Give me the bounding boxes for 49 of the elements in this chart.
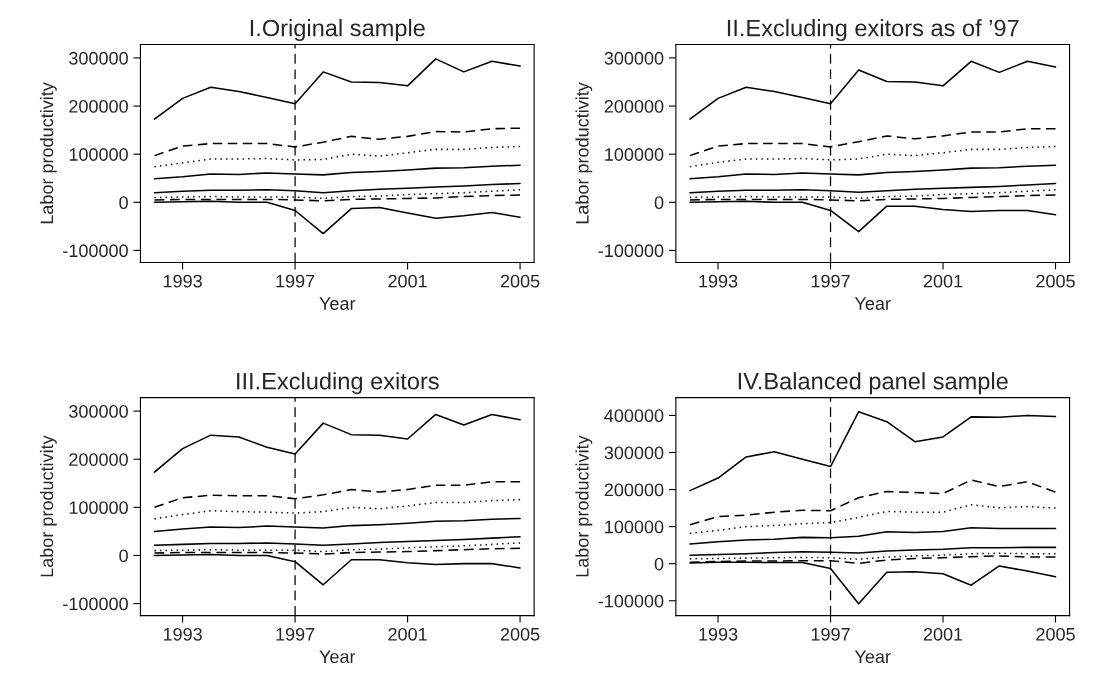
x-axis-title: Year <box>319 297 356 310</box>
y-tick-label: 100000 <box>605 148 664 161</box>
y-tick-label: 0 <box>654 196 664 210</box>
y-axis-title: Labor productivity <box>575 82 593 224</box>
chart-title: II.Excluding exitors as of ’97 <box>727 19 1019 42</box>
y-axis-title: Labor productivity <box>575 435 593 577</box>
y-tick-label: 0 <box>119 196 128 210</box>
chart-title: I.Original sample <box>250 19 425 42</box>
x-axis-title: Year <box>319 650 356 664</box>
y-tick-label: 300000 <box>604 51 664 65</box>
y-tick-label: -100000 <box>598 244 664 258</box>
x-axis-title: Year <box>854 650 891 664</box>
y-tick-label: 100000 <box>69 501 128 515</box>
y-tick-label: 200000 <box>604 483 664 497</box>
y-tick-label: 100000 <box>69 148 128 161</box>
x-tick-label: 1993 <box>699 274 738 288</box>
y-axis-title: Labor productivity <box>39 435 57 577</box>
x-tick-label: 1997 <box>811 274 850 288</box>
x-tick-label: 2005 <box>1036 627 1075 641</box>
x-tick-label: 2001 <box>923 627 963 641</box>
y-tick-label: 300000 <box>69 405 128 418</box>
x-tick-label: 2001 <box>388 274 427 288</box>
x-tick-label: 1993 <box>699 627 738 641</box>
y-tick-label: -100000 <box>63 597 128 611</box>
y-tick-label: 200000 <box>604 99 664 113</box>
x-tick-label: 1997 <box>276 274 315 288</box>
y-tick-label: 0 <box>654 557 664 571</box>
y-tick-label: 400000 <box>604 409 664 423</box>
y-tick-label: 100000 <box>605 520 664 534</box>
x-tick-label: 2001 <box>923 274 963 288</box>
y-tick-label: 0 <box>119 549 128 563</box>
chart-title: IV.Balanced panel sample <box>738 372 1008 395</box>
y-tick-label: 200000 <box>69 99 128 113</box>
y-tick-label: 300000 <box>69 51 128 65</box>
chart-title: III.Excluding exitors <box>237 372 439 395</box>
x-tick-label: 2005 <box>500 627 540 641</box>
x-tick-label: 1997 <box>811 627 850 641</box>
x-tick-label: 2001 <box>388 627 427 641</box>
x-axis-title: Year <box>854 297 891 310</box>
y-axis-title: Labor productivity <box>39 82 57 224</box>
y-tick-label: 300000 <box>604 446 664 460</box>
y-tick-label: -100000 <box>598 594 664 608</box>
x-tick-label: 2005 <box>1036 274 1075 288</box>
y-tick-label: 200000 <box>69 453 128 466</box>
x-tick-label: 1993 <box>163 274 202 288</box>
x-tick-label: 1993 <box>163 627 202 641</box>
x-tick-label: 2005 <box>500 274 540 288</box>
y-tick-label: -100000 <box>63 244 128 258</box>
x-tick-label: 1997 <box>276 627 315 641</box>
